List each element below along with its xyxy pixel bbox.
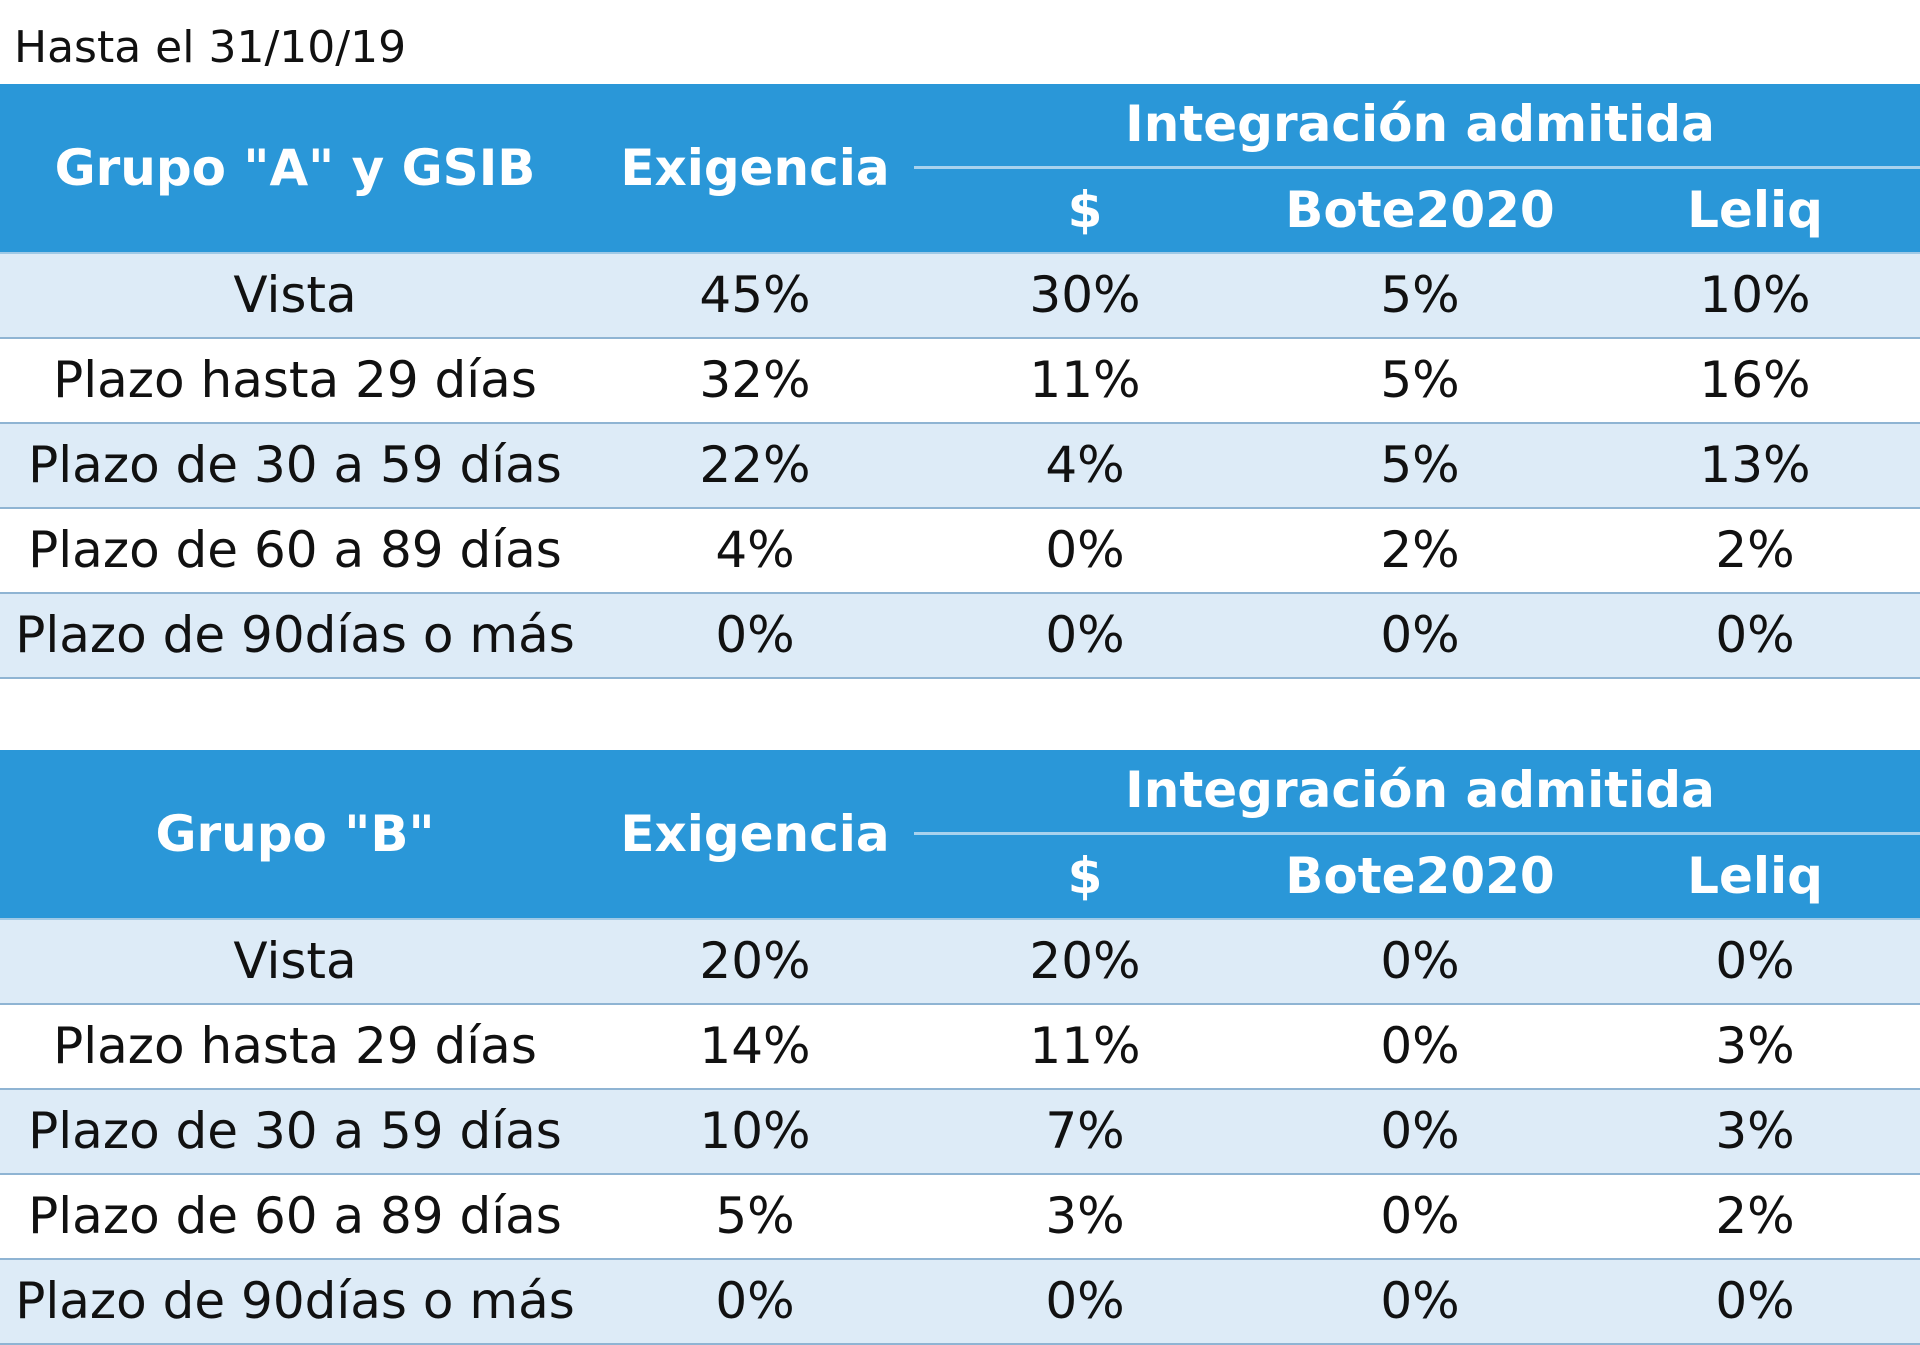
- exigencia-value: 14%: [699, 1017, 811, 1075]
- table-row: Plazo hasta 29 días 32% 11% 5% 16%: [0, 339, 1920, 424]
- bote2020-value: 0%: [1380, 932, 1460, 990]
- table-body: Vista 20% 20% 0% 0% Plazo hasta 29 días 14% 11%…: [0, 920, 1920, 1345]
- page-caption: Hasta el 31/10/19: [14, 22, 407, 73]
- table-body: Vista 45% 30% 5% 10% Plazo hasta 29 días 32% 11…: [0, 254, 1920, 679]
- row-label: Vista: [233, 266, 357, 324]
- reserve-table-group-a: Grupo "A" y GSIB Exigencia Integración a…: [0, 84, 1920, 679]
- row-label: Plazo de 90días o más: [15, 606, 575, 664]
- bote2020-subheader: Bote2020: [1285, 181, 1555, 239]
- exigencia-value: 5%: [715, 1187, 795, 1245]
- peso-value: 3%: [1045, 1187, 1125, 1245]
- reserve-table-group-b: Grupo "B" Exigencia Integración admitida…: [0, 750, 1920, 1345]
- group-header: Grupo "A" y GSIB: [54, 139, 536, 197]
- peso-value: 0%: [1045, 521, 1125, 579]
- table-row: Plazo de 30 a 59 días 22% 4% 5% 13%: [0, 424, 1920, 509]
- peso-value: 11%: [1029, 1017, 1141, 1075]
- bote2020-value: 2%: [1380, 521, 1460, 579]
- table-header: Grupo "A" y GSIB Exigencia Integración a…: [0, 84, 1920, 254]
- bote2020-value: 5%: [1380, 436, 1460, 494]
- integracion-header: Integración admitida: [1125, 761, 1715, 819]
- exigencia-value: 4%: [715, 521, 795, 579]
- exigencia-header: Exigencia: [620, 805, 890, 863]
- integracion-header: Integración admitida: [1125, 95, 1715, 153]
- table-row: Plazo de 60 a 89 días 4% 0% 2% 2%: [0, 509, 1920, 594]
- row-label: Vista: [233, 932, 357, 990]
- leliq-value: 2%: [1715, 521, 1795, 579]
- table-row: Vista 20% 20% 0% 0%: [0, 920, 1920, 1005]
- peso-value: 0%: [1045, 606, 1125, 664]
- exigencia-value: 10%: [699, 1102, 811, 1160]
- exigencia-value: 22%: [699, 436, 811, 494]
- leliq-value: 0%: [1715, 932, 1795, 990]
- table-row: Plazo de 60 a 89 días 5% 3% 0% 2%: [0, 1175, 1920, 1260]
- bote2020-value: 5%: [1380, 266, 1460, 324]
- leliq-value: 3%: [1715, 1102, 1795, 1160]
- table-header: Grupo "B" Exigencia Integración admitida…: [0, 750, 1920, 920]
- peso-value: 0%: [1045, 1272, 1125, 1330]
- exigencia-value: 20%: [699, 932, 811, 990]
- bote2020-value: 0%: [1380, 1017, 1460, 1075]
- row-label: Plazo de 90días o más: [15, 1272, 575, 1330]
- peso-subheader: $: [1067, 181, 1103, 239]
- peso-value: 11%: [1029, 351, 1141, 409]
- peso-subheader: $: [1067, 847, 1103, 905]
- leliq-value: 0%: [1715, 606, 1795, 664]
- table-row: Plazo de 90días o más 0% 0% 0% 0%: [0, 1260, 1920, 1345]
- leliq-value: 13%: [1699, 436, 1811, 494]
- table-row: Plazo de 30 a 59 días 10% 7% 0% 3%: [0, 1090, 1920, 1175]
- table-row: Vista 45% 30% 5% 10%: [0, 254, 1920, 339]
- leliq-value: 3%: [1715, 1017, 1795, 1075]
- group-header: Grupo "B": [155, 805, 435, 863]
- table-row: Plazo hasta 29 días 14% 11% 0% 3%: [0, 1005, 1920, 1090]
- leliq-subheader: Leliq: [1687, 181, 1823, 239]
- leliq-value: 2%: [1715, 1187, 1795, 1245]
- bote2020-value: 5%: [1380, 351, 1460, 409]
- peso-value: 20%: [1029, 932, 1141, 990]
- leliq-subheader: Leliq: [1687, 847, 1823, 905]
- peso-value: 7%: [1045, 1102, 1125, 1160]
- bote2020-subheader: Bote2020: [1285, 847, 1555, 905]
- exigencia-value: 45%: [699, 266, 811, 324]
- peso-value: 4%: [1045, 436, 1125, 494]
- leliq-value: 16%: [1699, 351, 1811, 409]
- row-label: Plazo de 30 a 59 días: [28, 436, 562, 494]
- header-divider: [914, 832, 1920, 835]
- row-label: Plazo de 60 a 89 días: [28, 1187, 562, 1245]
- row-label: Plazo hasta 29 días: [53, 1017, 537, 1075]
- row-label: Plazo de 30 a 59 días: [28, 1102, 562, 1160]
- row-label: Plazo hasta 29 días: [53, 351, 537, 409]
- exigencia-header: Exigencia: [620, 139, 890, 197]
- exigencia-value: 0%: [715, 1272, 795, 1330]
- row-label: Plazo de 60 a 89 días: [28, 521, 562, 579]
- bote2020-value: 0%: [1380, 1187, 1460, 1245]
- table-row: Plazo de 90días o más 0% 0% 0% 0%: [0, 594, 1920, 679]
- leliq-value: 0%: [1715, 1272, 1795, 1330]
- bote2020-value: 0%: [1380, 1272, 1460, 1330]
- header-divider: [914, 166, 1920, 169]
- bote2020-value: 0%: [1380, 606, 1460, 664]
- bote2020-value: 0%: [1380, 1102, 1460, 1160]
- exigencia-value: 32%: [699, 351, 811, 409]
- exigencia-value: 0%: [715, 606, 795, 664]
- leliq-value: 10%: [1699, 266, 1811, 324]
- peso-value: 30%: [1029, 266, 1141, 324]
